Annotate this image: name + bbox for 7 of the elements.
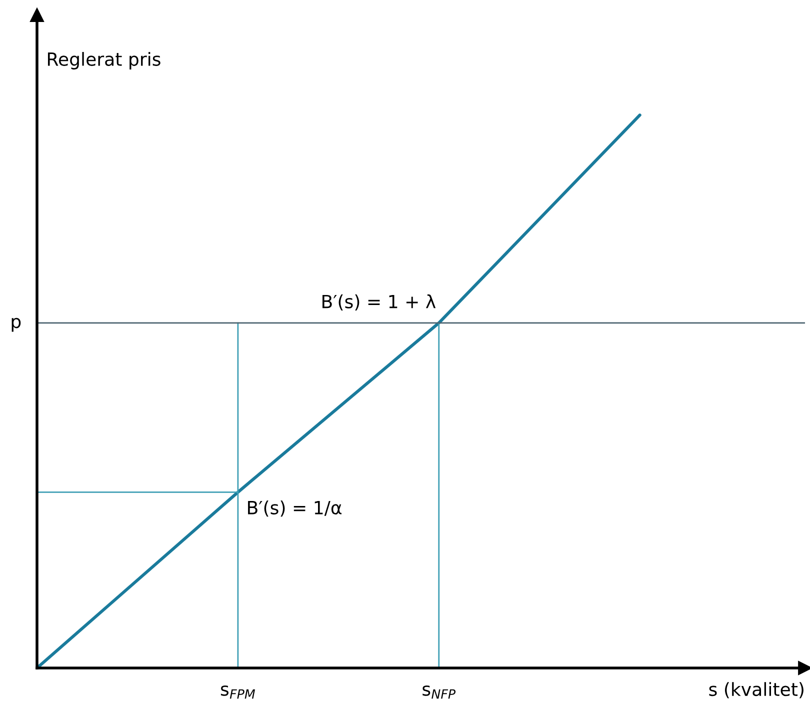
- ref-line-label: p: [12, 318, 21, 332]
- x-tick-label: s$_{NFP}$: [422, 685, 456, 699]
- x-axis-title: s (kvalitet): [709, 682, 804, 698]
- annotation: B′(s) = 1/α: [248, 500, 342, 517]
- y-axis-title: Reglerat pris: [48, 52, 160, 70]
- x-tick-label: s$_{FPM}$: [220, 685, 256, 699]
- annotation: B′(s) = 1 + λ: [322, 294, 436, 310]
